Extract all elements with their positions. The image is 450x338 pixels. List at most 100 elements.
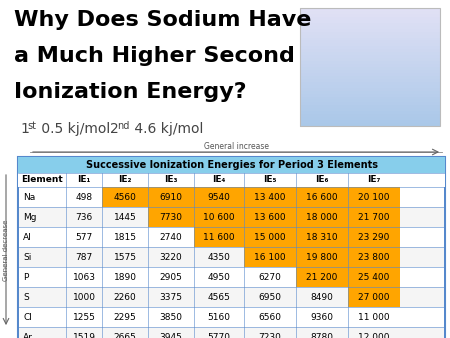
Text: 2295: 2295 bbox=[113, 313, 136, 321]
Text: 6950: 6950 bbox=[258, 292, 282, 301]
Bar bbox=[300, 58, 440, 62]
Text: 8780: 8780 bbox=[310, 333, 333, 338]
Bar bbox=[300, 105, 440, 109]
Text: 1890: 1890 bbox=[113, 272, 136, 282]
Bar bbox=[300, 94, 440, 97]
Text: 25 400: 25 400 bbox=[358, 272, 390, 282]
Bar bbox=[300, 34, 440, 38]
Text: 2260: 2260 bbox=[113, 292, 136, 301]
Bar bbox=[194, 187, 244, 207]
Text: 16 100: 16 100 bbox=[254, 252, 286, 262]
Text: IE₆: IE₆ bbox=[315, 175, 329, 185]
Text: General increase: General increase bbox=[203, 142, 269, 151]
Text: 6560: 6560 bbox=[258, 313, 282, 321]
Text: 23 290: 23 290 bbox=[358, 233, 390, 241]
Text: st: st bbox=[27, 121, 36, 131]
Bar bbox=[244, 187, 296, 207]
Bar bbox=[300, 55, 440, 59]
Bar bbox=[300, 14, 440, 17]
Text: 1815: 1815 bbox=[113, 233, 136, 241]
Text: Ar: Ar bbox=[23, 333, 33, 338]
Text: 9540: 9540 bbox=[207, 193, 230, 201]
Text: 1445: 1445 bbox=[113, 213, 136, 221]
Text: P: P bbox=[23, 272, 28, 282]
Text: Na: Na bbox=[23, 193, 35, 201]
Bar bbox=[296, 267, 348, 287]
Text: 6270: 6270 bbox=[259, 272, 281, 282]
Bar bbox=[19, 207, 444, 227]
Bar bbox=[296, 187, 348, 207]
Text: a Much Higher Second: a Much Higher Second bbox=[14, 46, 295, 66]
Bar bbox=[348, 247, 400, 267]
Text: IE₂: IE₂ bbox=[118, 175, 132, 185]
Text: 1063: 1063 bbox=[72, 272, 95, 282]
Text: 4560: 4560 bbox=[113, 193, 136, 201]
Bar bbox=[300, 8, 440, 11]
Bar bbox=[300, 123, 440, 126]
Text: 7730: 7730 bbox=[159, 213, 183, 221]
Text: Why Does Sodium Have: Why Does Sodium Have bbox=[14, 10, 311, 30]
Bar bbox=[300, 73, 440, 76]
Bar bbox=[348, 227, 400, 247]
Text: 18 000: 18 000 bbox=[306, 213, 338, 221]
Bar bbox=[19, 187, 444, 207]
Bar bbox=[348, 187, 400, 207]
Bar bbox=[300, 114, 440, 118]
Bar bbox=[300, 82, 440, 85]
Bar bbox=[19, 267, 444, 287]
Bar bbox=[300, 91, 440, 94]
Bar bbox=[300, 43, 440, 47]
Bar bbox=[300, 117, 440, 121]
Bar bbox=[300, 70, 440, 73]
Text: 4.6 kj/mol: 4.6 kj/mol bbox=[130, 122, 203, 136]
Text: 10 600: 10 600 bbox=[203, 213, 235, 221]
Text: S: S bbox=[23, 292, 29, 301]
Bar bbox=[300, 85, 440, 88]
Text: IE₃: IE₃ bbox=[164, 175, 178, 185]
Text: 1519: 1519 bbox=[72, 333, 95, 338]
Text: IE₅: IE₅ bbox=[263, 175, 277, 185]
Bar bbox=[300, 31, 440, 35]
Bar bbox=[348, 267, 400, 287]
Bar bbox=[300, 102, 440, 106]
Text: 3375: 3375 bbox=[159, 292, 183, 301]
Bar bbox=[19, 327, 444, 338]
Bar bbox=[300, 38, 440, 41]
Text: Al: Al bbox=[23, 233, 32, 241]
Text: 5770: 5770 bbox=[207, 333, 230, 338]
Text: 4565: 4565 bbox=[207, 292, 230, 301]
Text: 23 800: 23 800 bbox=[358, 252, 390, 262]
Bar bbox=[19, 247, 444, 267]
Bar bbox=[296, 207, 348, 227]
Bar bbox=[300, 64, 440, 68]
Text: 7230: 7230 bbox=[259, 333, 281, 338]
Bar bbox=[300, 97, 440, 100]
Text: IE₁: IE₁ bbox=[77, 175, 91, 185]
Text: 2905: 2905 bbox=[160, 272, 182, 282]
Bar bbox=[148, 187, 194, 207]
Bar bbox=[300, 67, 440, 70]
Bar bbox=[244, 247, 296, 267]
Text: Si: Si bbox=[23, 252, 32, 262]
Bar bbox=[148, 207, 194, 227]
Bar bbox=[300, 88, 440, 91]
Bar bbox=[194, 227, 244, 247]
Text: 498: 498 bbox=[76, 193, 93, 201]
Text: IE₄: IE₄ bbox=[212, 175, 226, 185]
Bar bbox=[300, 41, 440, 44]
Text: 1000: 1000 bbox=[72, 292, 95, 301]
Bar bbox=[300, 26, 440, 29]
Bar bbox=[300, 111, 440, 115]
Bar bbox=[19, 307, 444, 327]
Text: IE₇: IE₇ bbox=[367, 175, 381, 185]
Text: 3945: 3945 bbox=[160, 333, 182, 338]
Text: 9360: 9360 bbox=[310, 313, 333, 321]
Text: 18 310: 18 310 bbox=[306, 233, 338, 241]
Text: 4950: 4950 bbox=[207, 272, 230, 282]
Text: 27 000: 27 000 bbox=[358, 292, 390, 301]
Text: 15 000: 15 000 bbox=[254, 233, 286, 241]
Text: Element: Element bbox=[21, 175, 63, 185]
Bar bbox=[300, 20, 440, 23]
Bar bbox=[348, 287, 400, 307]
Bar bbox=[296, 227, 348, 247]
